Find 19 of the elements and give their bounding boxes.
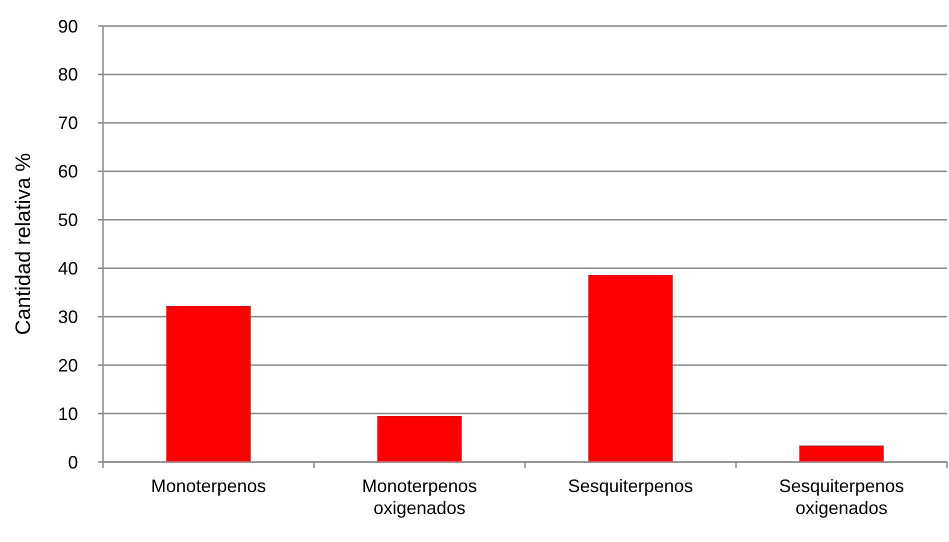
bar (588, 275, 673, 462)
y-tick-label: 40 (58, 258, 78, 279)
y-tick-label: 30 (58, 306, 78, 327)
y-axis-title: Cantidad relativa % (12, 152, 35, 336)
x-tick-label: Sesquiterpenos (568, 476, 694, 496)
y-tick-label: 60 (58, 162, 78, 182)
x-tick-label: Sesquiterpenos oxigenados (778, 476, 904, 518)
y-tick-label: 80 (58, 64, 78, 85)
x-tick-label: Monoterpenos (150, 476, 266, 496)
bar (166, 306, 251, 462)
y-tick-label: 10 (58, 404, 78, 424)
y-tick-label: 50 (58, 210, 78, 230)
x-tick-label: Monoterpenos oxigenados (362, 476, 478, 518)
bar (377, 416, 462, 462)
y-tick-label: 90 (58, 16, 78, 36)
y-tick-label: 0 (68, 452, 78, 472)
y-tick-label: 70 (58, 113, 78, 134)
bar (799, 446, 884, 462)
y-tick-label: 20 (58, 355, 78, 376)
